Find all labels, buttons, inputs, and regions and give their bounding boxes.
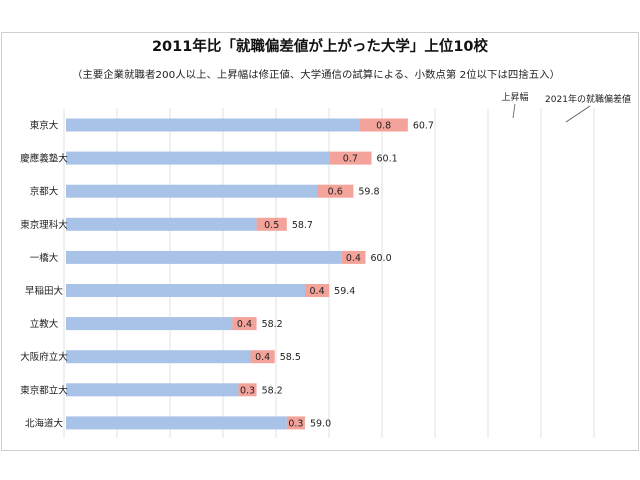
legend: 上昇幅 2021年の就職偏差値	[501, 91, 631, 123]
bar-base	[66, 416, 287, 430]
bars	[66, 118, 408, 430]
bar-base	[66, 250, 342, 264]
bar-base	[66, 383, 239, 397]
total-label: 58.7	[292, 220, 313, 231]
chart-border	[1, 32, 639, 451]
increase-label: 0.4	[346, 253, 361, 264]
total-label: 60.0	[370, 253, 391, 264]
total-label: 58.2	[262, 385, 283, 396]
bar-base	[66, 284, 305, 297]
category-label: 東京理科大	[20, 219, 68, 231]
category-label: 東京大	[30, 120, 59, 132]
bar-base	[66, 350, 251, 364]
total-label: 58.2	[262, 319, 283, 330]
bar-increase	[359, 118, 408, 132]
legend-total-leader	[565, 105, 591, 123]
increase-label: 0.5	[264, 220, 279, 231]
total-label: 59.4	[334, 286, 355, 297]
bar-increase	[341, 250, 366, 264]
increase-label: 0.3	[288, 418, 303, 429]
bar-increase	[256, 217, 287, 231]
increase-label: 0.7	[343, 154, 358, 165]
total-label: 59.0	[310, 418, 331, 429]
category-label: 早稲田大	[25, 285, 64, 297]
category-label: 大阪府立大	[20, 351, 68, 363]
category-label: 東京都立大	[20, 384, 68, 396]
total-label: 60.1	[377, 154, 398, 165]
increase-label: 0.3	[240, 385, 255, 396]
bar-increase	[304, 284, 330, 297]
total-label: 59.8	[358, 187, 379, 198]
increase-label: 0.4	[237, 319, 252, 330]
total-label: 60.7	[413, 121, 434, 132]
total-label: 58.5	[280, 352, 301, 363]
increase-label: 0.4	[255, 352, 270, 363]
increase-label: 0.6	[328, 187, 343, 198]
bar-increase	[250, 350, 275, 364]
chart-title: 2011年比「就職偏差値が上がった大学」上位10校	[152, 37, 489, 55]
bar-base	[66, 217, 257, 231]
bar-increase	[238, 383, 257, 397]
bar-base	[66, 118, 360, 132]
bar-increase	[232, 317, 257, 331]
category-label: 一橋大	[30, 252, 59, 264]
bar-base	[66, 184, 318, 198]
category-label: 立教大	[30, 318, 59, 330]
legend-increase-label: 上昇幅	[501, 91, 528, 103]
category-label: 京都大	[30, 186, 59, 198]
category-label: 慶應義塾大	[20, 153, 68, 165]
chart-subtitle: （主要企業就職者200人以上、上昇幅は修正値、大学通信の試算による、小数点第 2…	[72, 68, 560, 81]
bar-increase	[317, 184, 354, 198]
bar-base	[66, 317, 233, 331]
legend-increase-leader	[512, 103, 516, 119]
bar-increase	[286, 416, 305, 430]
bar-increase	[329, 151, 372, 165]
category-label: 北海道大	[25, 417, 64, 429]
legend-total-label: 2021年の就職偏差値	[545, 93, 631, 105]
bar-base	[66, 151, 330, 165]
labels: 東京大 0.8 60.7 慶應義塾大 0.7 60.1 京都大 0.6 59.8 東京理科大 0.5…	[20, 120, 434, 430]
increase-label: 0.8	[376, 121, 391, 132]
increase-label: 0.4	[310, 286, 325, 297]
